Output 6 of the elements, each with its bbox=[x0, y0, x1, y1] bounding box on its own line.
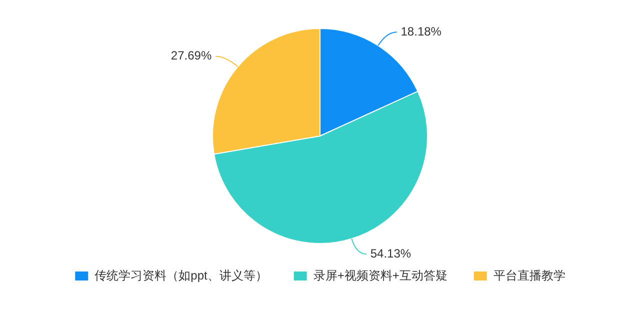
data-label: 54.13% bbox=[370, 246, 412, 260]
legend-label: 平台直播教学 bbox=[493, 268, 566, 282]
data-label: 27.69% bbox=[170, 48, 212, 63]
data-label: 18.18% bbox=[400, 24, 442, 38]
legend-label: 传统学习资料（如ppt、讲义等） bbox=[94, 268, 268, 282]
legend-label: 录屏+视频资料+互动答疑 bbox=[313, 268, 448, 282]
